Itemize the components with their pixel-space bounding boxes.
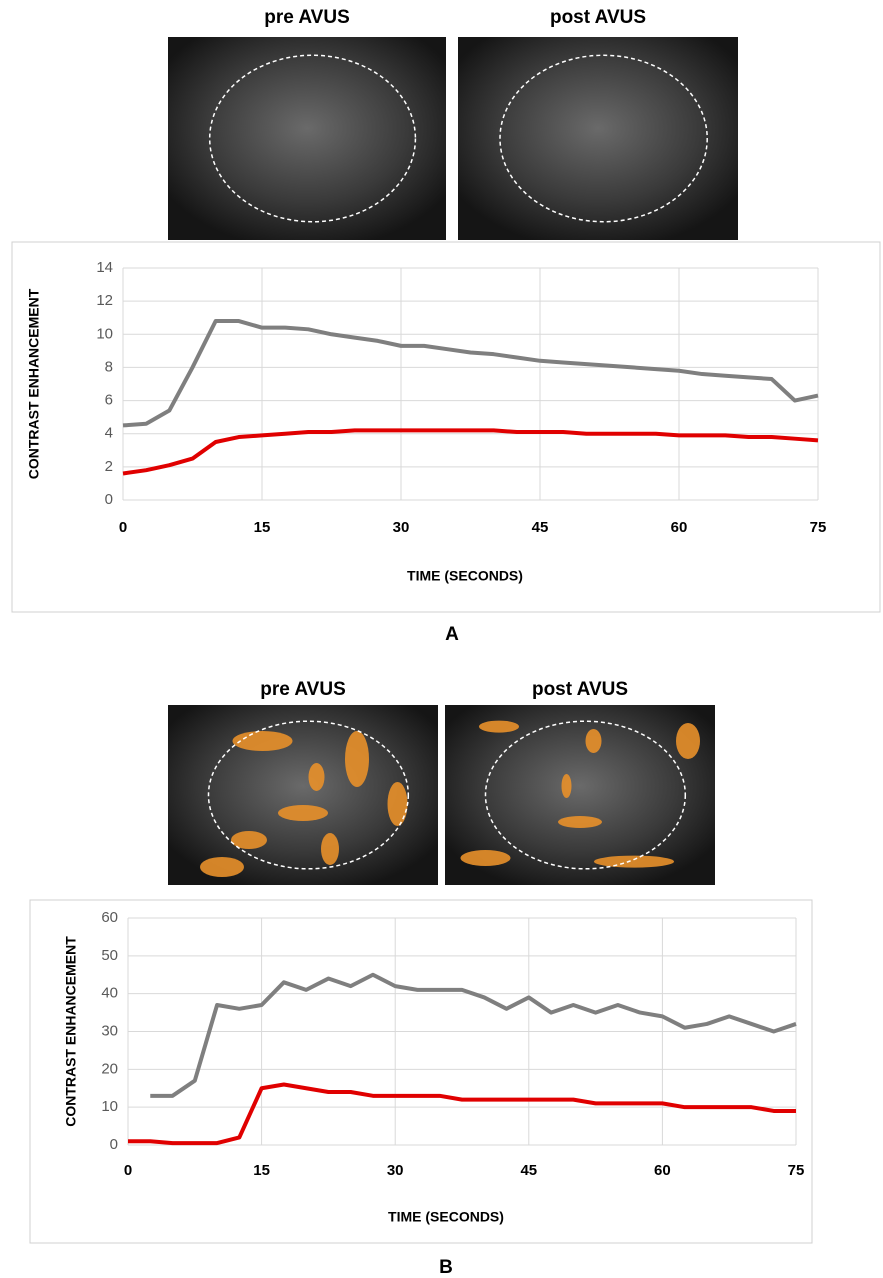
- ultrasound-image: [458, 37, 738, 240]
- ultrasound-image: [168, 37, 446, 240]
- doppler-signal: [561, 774, 572, 798]
- x-tick-label: 15: [254, 519, 271, 536]
- y-tick-label: 8: [105, 358, 113, 375]
- roi-outline: [484, 720, 687, 870]
- y-tick-label: 10: [96, 325, 113, 342]
- doppler-signal: [345, 731, 369, 787]
- data-line: [122, 319, 819, 428]
- x-tick-label: 45: [520, 1162, 537, 1179]
- y-tick-label: 14: [96, 259, 113, 276]
- x-axis-label: TIME (SECONDS): [407, 568, 523, 584]
- x-tick-label: 0: [124, 1162, 132, 1179]
- y-tick-label: 10: [101, 1098, 118, 1115]
- doppler-signal: [585, 729, 602, 753]
- x-tick-label: 45: [532, 519, 549, 536]
- roi-outline: [499, 54, 708, 223]
- panel-label: A: [445, 624, 459, 645]
- x-tick-label: 75: [788, 1162, 805, 1179]
- y-tick-label: 60: [101, 909, 118, 926]
- doppler-signal: [278, 805, 328, 821]
- data-line: [150, 972, 797, 1098]
- y-tick-label: 30: [101, 1022, 118, 1039]
- doppler-signal: [479, 720, 519, 733]
- y-axis-label: CONTRAST ENHANCEMENT: [26, 288, 42, 479]
- y-tick-label: 2: [105, 458, 113, 475]
- x-tick-label: 30: [387, 1162, 404, 1179]
- y-tick-label: 0: [105, 491, 113, 508]
- image-title: pre AVUS: [264, 7, 350, 28]
- doppler-signal: [200, 857, 244, 877]
- y-tick-label: 50: [101, 947, 118, 964]
- doppler-signal: [387, 782, 408, 826]
- doppler-signal: [558, 816, 602, 828]
- x-tick-label: 0: [119, 519, 127, 536]
- doppler-signal: [676, 723, 700, 759]
- doppler-signal: [594, 855, 674, 868]
- y-tick-label: 40: [101, 985, 118, 1002]
- roi-outline: [207, 720, 410, 870]
- panel-label: B: [439, 1257, 453, 1278]
- y-tick-label: 12: [96, 292, 113, 309]
- image-title: post AVUS: [532, 679, 628, 700]
- doppler-signal: [460, 850, 511, 866]
- x-axis-label: TIME (SECONDS): [388, 1209, 504, 1225]
- x-tick-label: 15: [253, 1162, 270, 1179]
- y-axis-label: CONTRAST ENHANCEMENT: [63, 936, 79, 1127]
- image-title: post AVUS: [550, 7, 646, 28]
- doppler-signal: [308, 763, 325, 791]
- x-tick-label: 60: [654, 1162, 671, 1179]
- data-line: [128, 1082, 796, 1146]
- y-tick-label: 6: [105, 392, 113, 409]
- doppler-signal: [231, 831, 267, 849]
- x-tick-label: 30: [393, 519, 410, 536]
- y-tick-label: 0: [110, 1136, 118, 1153]
- chart-frame: [29, 899, 813, 1244]
- chart-frame: [11, 241, 881, 613]
- doppler-signal: [232, 731, 293, 751]
- data-line: [122, 428, 819, 476]
- y-tick-label: 4: [105, 425, 113, 442]
- x-tick-label: 75: [810, 519, 827, 536]
- image-title: pre AVUS: [260, 679, 346, 700]
- y-tick-label: 20: [101, 1060, 118, 1077]
- x-tick-label: 60: [671, 519, 688, 536]
- doppler-signal: [321, 833, 339, 865]
- roi-outline: [208, 54, 417, 223]
